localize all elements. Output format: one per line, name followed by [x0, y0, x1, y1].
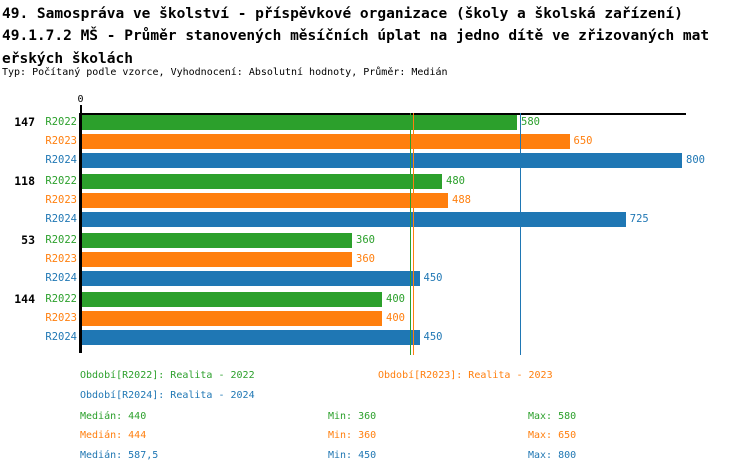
bar-value-label-53-r2022: 360	[356, 234, 375, 246]
group-label-53: 53	[21, 233, 35, 247]
bar-row-label-r2024: R2024	[45, 154, 77, 166]
bar-147-r2024	[82, 153, 682, 168]
bar-value-label-144-r2024: 450	[423, 331, 443, 343]
bar-118-r2023	[82, 193, 448, 208]
axis-top-line	[79, 113, 686, 115]
bar-row-label-r2024: R2024	[45, 213, 77, 225]
bar-value-label-118-r2023: 488	[452, 194, 471, 206]
legend-item-r2023: Období[R2023]: Realita - 2023	[378, 370, 553, 381]
bar-value-label-147-r2022: 580	[521, 116, 540, 128]
bar-row-label-r2024: R2024	[45, 331, 77, 343]
stat-max-r2023: Max: 650	[528, 430, 577, 441]
bar-row-label-r2023: R2023	[45, 312, 77, 324]
bar-value-label-53-r2023: 360	[356, 253, 375, 265]
bar-144-r2024	[82, 330, 420, 345]
bar-value-label-147-r2024: 800	[686, 154, 705, 166]
axis-tick	[80, 105, 82, 113]
bar-53-r2023	[82, 252, 352, 267]
group-label-147: 147	[14, 115, 35, 129]
bar-row-label-r2022: R2022	[45, 175, 77, 187]
stat-min-r2023: Min: 360	[328, 430, 377, 441]
median-line-r2023	[412, 113, 414, 355]
bar-row-label-r2022: R2022	[45, 234, 77, 246]
bar-118-r2024	[82, 212, 626, 227]
bar-row-label-r2024: R2024	[45, 272, 77, 284]
title-line-1: 49. Samospráva ve školství - příspěvkové…	[2, 6, 683, 22]
title-line-3: eřských školách	[2, 50, 133, 67]
title-line-2: 49.1.7.2 MŠ - Průměr stanovených měsíční…	[2, 28, 710, 45]
legend-item-r2024: Období[R2024]: Realita - 2024	[80, 390, 255, 401]
bar-row-label-r2022: R2022	[45, 116, 77, 128]
stat-max-r2022: Max: 580	[528, 411, 577, 422]
median-line-r2024	[520, 113, 522, 355]
bar-53-r2022	[82, 233, 352, 248]
group-label-144: 144	[14, 292, 35, 306]
chart-title-block: 49. Samospráva ve školství - příspěvkové…	[2, 3, 748, 70]
stat-median-r2024: Medián: 587,5	[80, 450, 159, 461]
bar-147-r2022	[82, 115, 517, 130]
bar-row-label-r2022: R2022	[45, 293, 77, 305]
bar-147-r2023	[82, 134, 570, 149]
axis-origin-label: 0	[77, 94, 84, 105]
group-label-118: 118	[14, 174, 35, 188]
stat-min-r2024: Min: 450	[328, 450, 377, 461]
bar-value-label-53-r2024: 450	[423, 272, 443, 284]
bar-144-r2023	[82, 311, 382, 326]
stat-max-r2024: Max: 800	[528, 450, 577, 461]
chart-subtitle: Typ: Počítaný podle vzorce, Vyhodnocení:…	[2, 67, 448, 78]
stat-min-r2022: Min: 360	[328, 411, 377, 422]
bar-value-label-118-r2022: 480	[446, 175, 465, 187]
bar-value-label-118-r2024: 725	[629, 213, 649, 225]
bar-144-r2022	[82, 292, 382, 307]
bar-row-label-r2023: R2023	[45, 135, 77, 147]
stat-median-r2023: Medián: 444	[80, 430, 147, 441]
bar-value-label-144-r2022: 400	[386, 293, 405, 305]
axis-vertical-line	[79, 113, 82, 353]
legend-item-r2022: Období[R2022]: Realita - 2022	[80, 370, 255, 381]
median-line-r2022	[409, 113, 411, 355]
bar-row-label-r2023: R2023	[45, 253, 77, 265]
bar-value-label-144-r2023: 400	[386, 312, 405, 324]
bar-value-label-147-r2023: 650	[573, 135, 593, 147]
bar-row-label-r2023: R2023	[45, 194, 77, 206]
bar-118-r2022	[82, 174, 442, 189]
stat-median-r2022: Medián: 440	[80, 411, 147, 422]
bar-53-r2024	[82, 271, 420, 286]
